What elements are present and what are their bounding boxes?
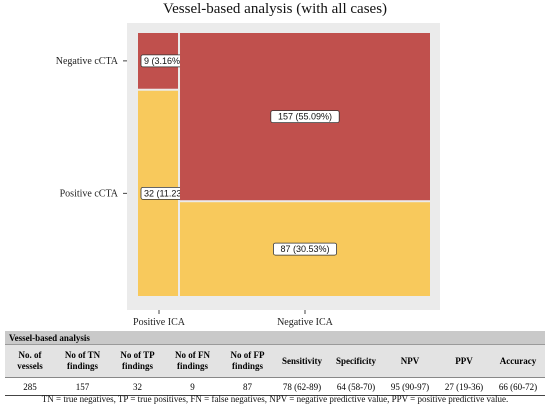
table-row: 285 157 32 9 87 78 (62-89) 64 (58-70) 95… (5, 377, 545, 396)
header-sensitivity: Sensitivity (275, 344, 329, 378)
footnote: TN = true negatives, TP = true positives… (41, 394, 509, 404)
table-caption-row: Vessel-based analysis (5, 331, 545, 345)
cell-specificity: 64 (58-70) (329, 377, 383, 396)
cell-sensitivity: 78 (62-89) (275, 377, 329, 396)
header-tn-findings: No of TN findings (55, 344, 110, 378)
cell-label-negative-ica-positive-ccta: 87 (30.53%) (280, 244, 329, 254)
y-label-positive-ccta: Positive cCTA (60, 188, 119, 199)
header-specificity: Specificity (329, 344, 383, 378)
table-caption: Vessel-based analysis (5, 331, 545, 345)
cell-label-positive-ica-positive-ccta: 32 (11.23%) (144, 188, 192, 198)
cell-fn-findings: 9 (165, 377, 220, 396)
x-axis-labels: Positive ICA Negative ICA (133, 310, 334, 328)
cell-label-box-negative-ica-positive-ccta (273, 242, 338, 256)
y-label-negative-ccta: Negative cCTA (56, 56, 119, 67)
stats-table: Vessel-based analysis No. of vessels No … (5, 331, 545, 396)
header-no-of-vessels: No. of vessels (5, 344, 55, 378)
header-accuracy: Accuracy (491, 344, 545, 378)
header-tp-findings: No of TP findings (110, 344, 165, 378)
cell-fp-findings: 87 (220, 377, 275, 396)
header-fn-findings: No of FN findings (165, 344, 220, 378)
cell-label-box-negative-ica-negative-ccta (270, 110, 340, 124)
cell-accuracy: 66 (60-72) (491, 377, 545, 396)
table-header-row: No. of vessels No of TN findings No of T… (5, 344, 545, 378)
x-label-negative-ica: Negative ICA (277, 317, 334, 328)
mosaic-chart: 9 (3.16%) 32 (11.23%) 157 (55.09%) 87 (30.5… (56, 23, 440, 328)
cell-no-of-vessels: 285 (5, 377, 55, 396)
y-axis-labels: Negative cCTA Positive cCTA (56, 56, 127, 199)
cell-npv: 95 (90-97) (383, 377, 437, 396)
header-npv: NPV (383, 344, 437, 378)
cell-label-negative-ica-negative-ccta: 157 (55.09%) (278, 112, 332, 122)
cell-label-positive-ica-negative-ccta: 9 (3.16%) (144, 56, 183, 66)
cell-ppv: 27 (19-36) (437, 377, 491, 396)
cell-tn-findings: 157 (55, 377, 110, 396)
mosaic-cells: 9 (3.16%) 32 (11.23%) 157 (55.09%) 87 (30.5… (138, 33, 430, 296)
chart-title: Vessel-based analysis (with all cases) (162, 1, 388, 17)
cell-tp-findings: 32 (110, 377, 165, 396)
header-ppv: PPV (437, 344, 491, 378)
header-fp-findings: No of FP findings (220, 344, 275, 378)
x-label-positive-ica: Positive ICA (133, 317, 186, 328)
